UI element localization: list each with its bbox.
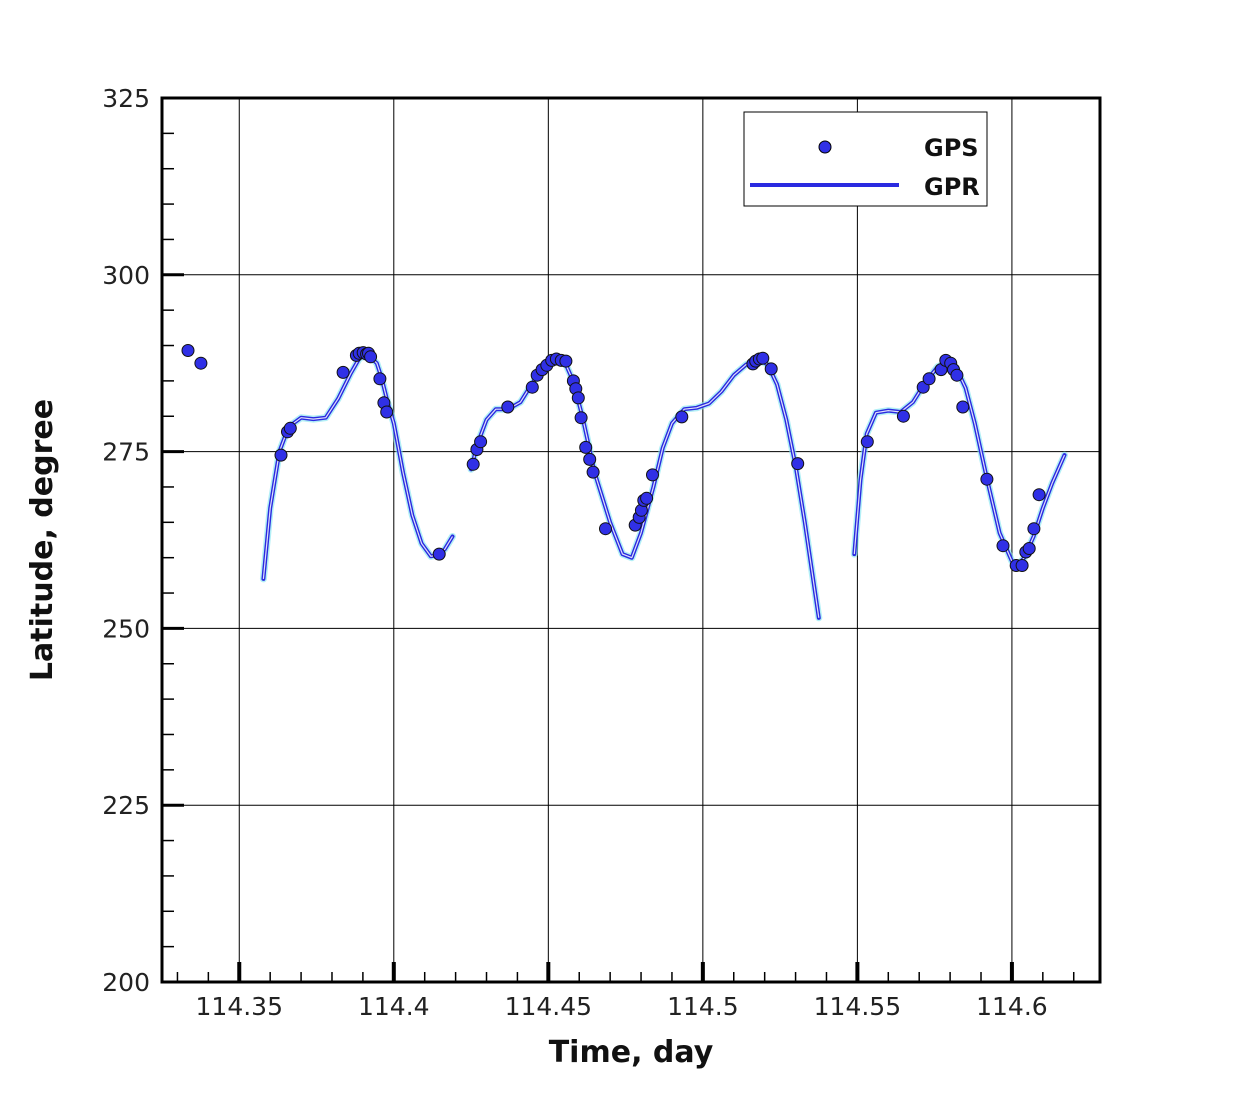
gps-point: [922, 372, 936, 386]
gps-point: [586, 465, 600, 479]
gps-point: [791, 457, 805, 471]
x-tick-label: 114.5: [667, 992, 739, 1021]
gps-point: [274, 448, 288, 462]
x-tick-label: 114.45: [505, 992, 592, 1021]
gps-point: [583, 452, 597, 466]
gps-point: [1015, 559, 1029, 572]
gps-point: [525, 380, 539, 394]
grid-lines: [162, 98, 1100, 982]
gps-point: [474, 435, 488, 449]
x-axis-title: Time, day: [549, 1035, 714, 1070]
x-tick-labels: 114.35 114.4 114.45 114.5 114.55 114.6: [196, 992, 1048, 1021]
gps-point: [432, 547, 446, 561]
gps-point: [181, 344, 195, 357]
gps-point: [380, 405, 394, 419]
gps-point: [559, 354, 573, 368]
gps-point: [283, 421, 297, 435]
gps-point: [466, 457, 480, 471]
x-tick-label: 114.6: [976, 992, 1048, 1021]
gps-point: [756, 351, 770, 365]
y-tick-label: 200: [102, 968, 150, 997]
gps-point: [896, 409, 910, 423]
gps-point: [501, 400, 515, 414]
y-tick-label: 275: [102, 438, 150, 467]
gpr-series: [259, 352, 1068, 622]
gps-point: [336, 365, 350, 379]
gps-point: [194, 356, 208, 370]
gps-point: [950, 368, 964, 382]
y-tick-label: 300: [102, 261, 150, 290]
gps-point: [364, 350, 378, 364]
gpr-line-highlight: [470, 358, 820, 618]
gps-point: [860, 435, 874, 449]
legend-gps-marker: [818, 140, 832, 154]
gps-point: [599, 522, 612, 536]
y-tick-label: 325: [102, 84, 150, 113]
x-tick-label: 114.55: [814, 992, 901, 1021]
gps-point: [675, 410, 689, 424]
gps-point: [980, 472, 994, 486]
gps-point: [996, 539, 1010, 553]
x-tick-label: 114.4: [358, 992, 430, 1021]
gps-point: [1027, 522, 1041, 536]
legend: GPS GPR: [743, 111, 988, 207]
legend-box: [743, 111, 988, 207]
minor-ticks: [162, 132, 1075, 982]
gps-point: [373, 372, 387, 386]
gps-point: [579, 440, 593, 454]
gps-point: [571, 391, 585, 405]
gps-point: [640, 491, 654, 505]
gps-point: [646, 468, 659, 482]
gps-point: [956, 400, 970, 414]
gps-point: [764, 362, 778, 376]
gps-point: [1022, 542, 1036, 555]
plot-frame: [160, 96, 1102, 984]
legend-gps-label: GPS: [924, 134, 979, 162]
gpr-line: [261, 354, 455, 581]
y-tick-labels: 200 225 250 275 300 325: [102, 84, 150, 997]
gps-series: [181, 344, 1046, 572]
gps-point: [574, 411, 588, 425]
y-tick-label: 225: [102, 791, 150, 820]
x-tick-label: 114.35: [196, 992, 283, 1021]
legend-gpr-label: GPR: [924, 173, 980, 201]
gps-point: [1032, 488, 1046, 502]
y-tick-label: 250: [102, 614, 150, 643]
major-ticks: [162, 96, 1014, 984]
y-axis-title: Latitude, degree: [25, 399, 60, 681]
